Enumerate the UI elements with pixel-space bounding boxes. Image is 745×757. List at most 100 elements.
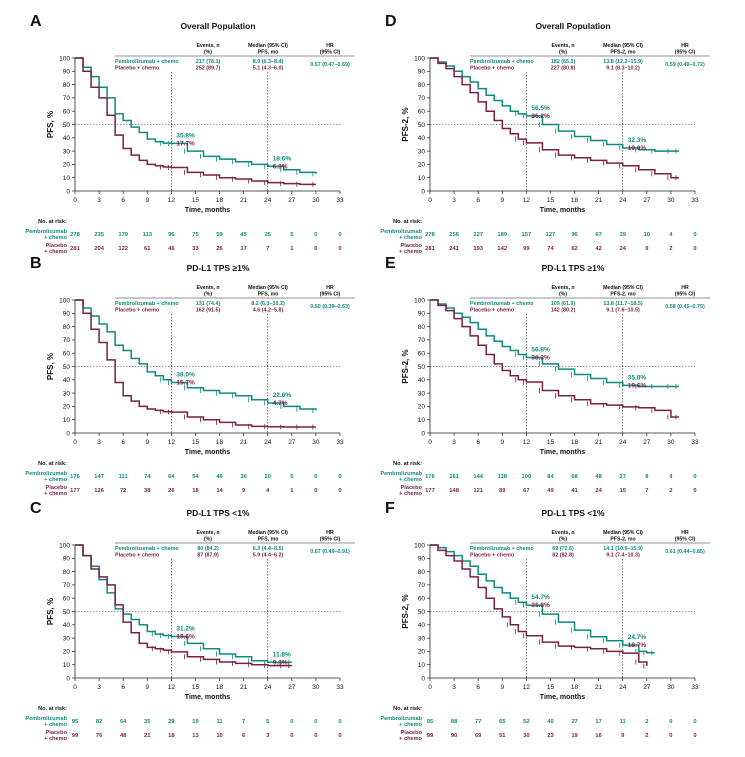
panel-title: PD-L1 TPS ≥1%: [542, 263, 605, 273]
landmark-label-pembro: 24.7%: [628, 634, 647, 641]
at-risk-placebo-value: 17: [240, 246, 246, 252]
y-tick-label: 70: [63, 337, 71, 344]
km-curve-pembro: [430, 544, 655, 654]
table-header-hr: (95% CI): [675, 537, 696, 543]
legend-label: Pembrolizumab + chemo: [115, 301, 179, 307]
y-tick-label: 70: [63, 582, 71, 589]
at-risk-placebo-value: 13: [192, 733, 199, 739]
panel-a: A Overall Population Events, n(%) Median (9…: [25, 13, 355, 255]
y-tick-label: 60: [418, 596, 426, 603]
panel-letter: F: [385, 500, 395, 517]
at-risk-placebo-value: 99: [523, 246, 530, 252]
table-median-value: 8.2 (6.3–10.2): [251, 301, 285, 307]
y-tick-label: 70: [63, 95, 71, 102]
table-header-median: Median (95% CI): [248, 530, 288, 536]
y-tick-label: 30: [63, 390, 71, 397]
at-risk-pembro-label: + chemo: [44, 477, 67, 483]
y-tick-label: 40: [418, 622, 426, 629]
at-risk-placebo-value: 89: [499, 488, 506, 494]
table-median-value: 4.6 (4.2–5.8): [253, 308, 284, 314]
y-tick-label: 100: [414, 542, 425, 549]
y-tick-label: 100: [59, 297, 70, 304]
x-tick-label: 6: [476, 684, 480, 691]
table-header-median: Median (95% CI): [603, 43, 643, 49]
at-risk-placebo-value: 0: [669, 733, 672, 739]
table-events-value: 82 (82.8): [552, 553, 574, 559]
y-tick-label: 60: [63, 109, 71, 116]
table-header-hr: HR: [681, 285, 689, 291]
at-risk-placebo-value: 62: [571, 246, 577, 252]
x-axis-label: Time, months: [185, 449, 230, 456]
y-tick-label: 20: [63, 162, 71, 169]
at-risk-pembro-value: 189: [497, 232, 507, 238]
at-risk-pembro-value: 17: [595, 719, 601, 725]
at-risk-placebo-value: 0: [693, 733, 696, 739]
table-events-value: 182 (65.5): [551, 59, 576, 65]
landmark-label-placebo: 9.3%: [273, 659, 288, 666]
y-tick-label: 0: [66, 675, 70, 682]
at-risk-pembro-value: 35: [144, 719, 151, 725]
at-risk-placebo-value: 24: [620, 246, 627, 252]
at-risk-placebo-value: 1: [290, 488, 294, 494]
x-tick-label: 12: [168, 684, 176, 691]
y-tick-label: 80: [418, 569, 426, 576]
x-tick-label: 18: [216, 684, 224, 691]
x-tick-label: 30: [312, 197, 320, 204]
y-tick-label: 90: [418, 311, 426, 318]
table-hr-value: 0.58 (0.45–0.75): [665, 304, 705, 310]
table-header-events: (%): [559, 537, 567, 543]
table-median-value: 6.3 (4.4–8.5): [253, 546, 284, 552]
x-tick-label: 21: [240, 197, 248, 204]
landmark-label-placebo: 36.2%: [531, 113, 550, 120]
at-risk-placebo-label: + chemo: [399, 491, 422, 497]
y-tick-label: 10: [418, 417, 426, 424]
at-risk-placebo-value: 61: [144, 246, 151, 252]
at-risk-pembro-label: + chemo: [44, 235, 67, 241]
x-tick-label: 24: [264, 439, 272, 446]
panel-letter: E: [385, 255, 396, 272]
at-risk-pembro-value: 0: [338, 719, 341, 725]
km-curve-placebo: [430, 299, 679, 418]
km-curve-placebo: [430, 57, 679, 179]
x-axis-label: Time, months: [185, 207, 230, 214]
table-median-value: 9.1 (7.6–10.5): [606, 308, 640, 314]
at-risk-placebo-value: 42: [595, 246, 601, 252]
table-header-median: PFS-2, mo: [610, 537, 635, 543]
at-risk-placebo-value: 177: [70, 488, 80, 494]
y-tick-label: 60: [63, 596, 71, 603]
at-risk-placebo-value: 0: [314, 488, 317, 494]
at-risk-placebo-value: 281: [425, 246, 435, 252]
x-tick-label: 0: [73, 439, 77, 446]
table-median-value: 8.0 (6.3–8.4): [253, 59, 284, 65]
table-header-median: Median (95% CI): [248, 285, 288, 291]
x-tick-label: 9: [145, 684, 149, 691]
table-header-events: Events, n: [196, 43, 219, 49]
at-risk-placebo-value: 142: [497, 246, 507, 252]
at-risk-pembro-value: 4: [669, 232, 673, 238]
x-tick-label: 0: [428, 684, 432, 691]
at-risk-placebo-value: 0: [338, 246, 341, 252]
at-risk-pembro-value: 157: [522, 232, 532, 238]
panel-title: PD-L1 TPS <1%: [541, 508, 605, 518]
x-tick-label: 6: [121, 197, 125, 204]
panel-title: Overall Population: [180, 21, 255, 31]
at-risk-pembro-value: 7: [242, 719, 245, 725]
panel-title: Overall Population: [535, 21, 610, 31]
table-header-hr: HR: [326, 43, 334, 49]
at-risk-placebo-value: 1: [290, 246, 294, 252]
x-tick-label: 21: [240, 684, 248, 691]
table-header-events: Events, n: [551, 43, 574, 49]
y-axis-label: PFS-2, %: [401, 349, 410, 383]
at-risk-placebo-value: 30: [523, 733, 529, 739]
table-header-hr: HR: [326, 530, 334, 536]
x-tick-label: 12: [168, 439, 176, 446]
at-risk-placebo-value: 0: [693, 488, 696, 494]
x-tick-label: 9: [145, 197, 149, 204]
at-risk-pembro-value: 0: [338, 232, 341, 238]
landmark-label-placebo: 15.7%: [176, 379, 195, 386]
y-tick-label: 40: [418, 377, 426, 384]
y-axis-label: PFS, %: [46, 353, 55, 380]
legend-label: Placebo + chemo: [470, 308, 515, 314]
at-risk-pembro-value: 45: [240, 232, 247, 238]
x-tick-label: 33: [336, 684, 344, 691]
